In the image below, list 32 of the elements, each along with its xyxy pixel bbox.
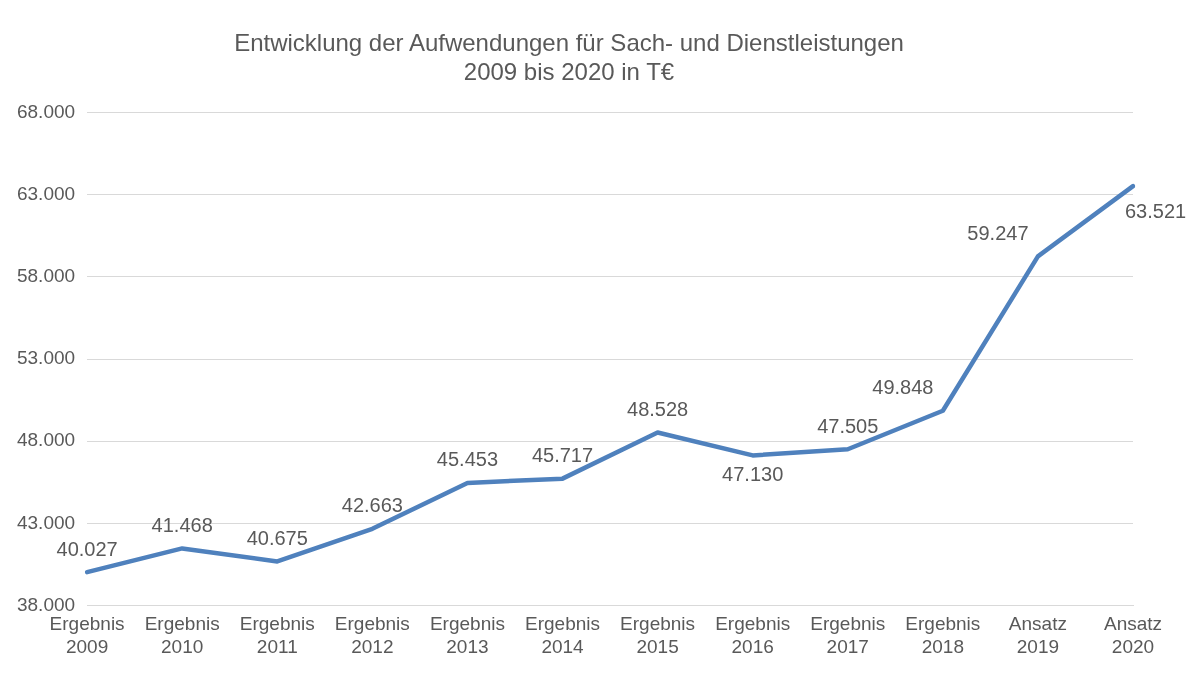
x-tick-label: Ansatz 2020 — [1103, 613, 1163, 657]
data-label: 41.468 — [151, 513, 213, 536]
x-tick-label: Ergebnis 2009 — [49, 613, 125, 657]
x-tick-label: Ergebnis 2012 — [334, 613, 410, 657]
y-tick-label: 58.000 — [16, 265, 76, 287]
x-tick-label: Ergebnis 2018 — [905, 613, 981, 657]
data-label: 40.675 — [246, 526, 308, 549]
x-tick-label: Ergebnis 2017 — [810, 613, 886, 657]
chart-title: Entwicklung der Aufwendungen für Sach- und Dienstleistungen 2009 bis 2020 in T€ — [234, 29, 904, 85]
x-tick-label: Ergebnis 2015 — [620, 613, 696, 657]
y-tick-label: 43.000 — [16, 511, 76, 533]
data-label: 45.717 — [531, 444, 594, 467]
x-tick-label: Ansatz 2019 — [1008, 613, 1067, 657]
x-tick-label: Ergebnis 2011 — [239, 613, 315, 657]
x-tick-label: Ergebnis 2016 — [715, 613, 791, 657]
y-tick-label: 68.000 — [16, 100, 76, 122]
data-label: 63.521 — [1125, 199, 1187, 222]
data-label: 42.663 — [341, 494, 403, 517]
y-tick-label: 48.000 — [16, 429, 76, 451]
data-label: 47.505 — [817, 414, 879, 437]
y-tick-label: 38.000 — [16, 593, 76, 615]
data-label: 48.528 — [627, 397, 689, 420]
data-label: 45.453 — [436, 448, 499, 471]
y-tick-label: 53.000 — [16, 347, 76, 369]
data-label: 49.848 — [872, 376, 934, 399]
data-label: 59.247 — [967, 221, 1029, 244]
data-label: 47.130 — [722, 462, 784, 485]
x-tick-label: Ergebnis 2014 — [525, 613, 601, 657]
data-label: 40.027 — [56, 537, 118, 560]
x-tick-label: Ergebnis 2013 — [429, 613, 505, 657]
y-tick-label: 63.000 — [16, 182, 76, 204]
x-tick-label: Ergebnis 2010 — [144, 613, 220, 657]
